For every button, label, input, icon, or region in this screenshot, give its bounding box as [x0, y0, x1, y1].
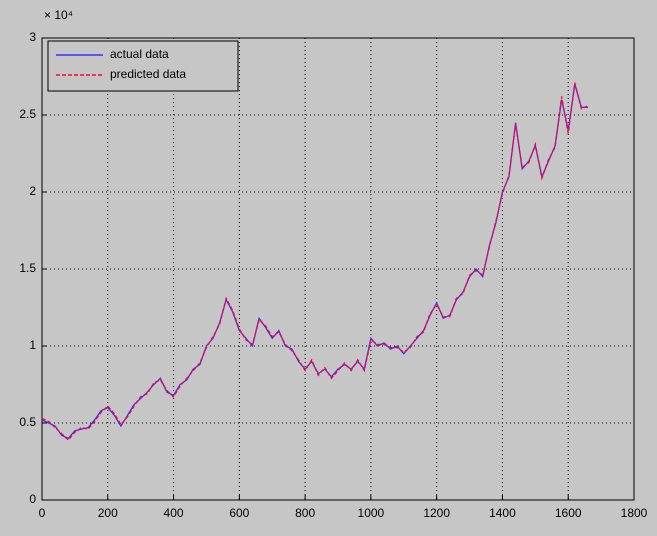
legend-label: predicted data: [110, 67, 186, 81]
legend-box: [47, 40, 239, 92]
x-tick-label: 1200: [423, 506, 450, 520]
x-tick-label: 1400: [489, 506, 516, 520]
x-tick-label: 600: [229, 506, 249, 520]
y-tick-label: 2.5: [19, 107, 36, 121]
x-tick-label: 1600: [555, 506, 582, 520]
y-scale-label: × 10⁴: [44, 8, 73, 22]
x-tick-label: 200: [98, 506, 118, 520]
x-tick-label: 1000: [358, 506, 385, 520]
data-line: [41, 82, 589, 441]
x-tick-label: 1800: [621, 506, 648, 520]
y-tick-label: 1: [29, 338, 36, 352]
y-tick-label: 0.5: [19, 415, 36, 429]
x-tick-label: 400: [164, 506, 184, 520]
y-tick-label: 1.5: [19, 261, 36, 275]
x-tick-label: 800: [295, 506, 315, 520]
y-tick-label: 3: [29, 30, 36, 44]
legend-label: actual data: [110, 47, 169, 61]
y-tick-label: 2: [29, 184, 36, 198]
x-tick-label: 0: [39, 506, 46, 520]
y-tick-label: 0: [29, 492, 36, 506]
